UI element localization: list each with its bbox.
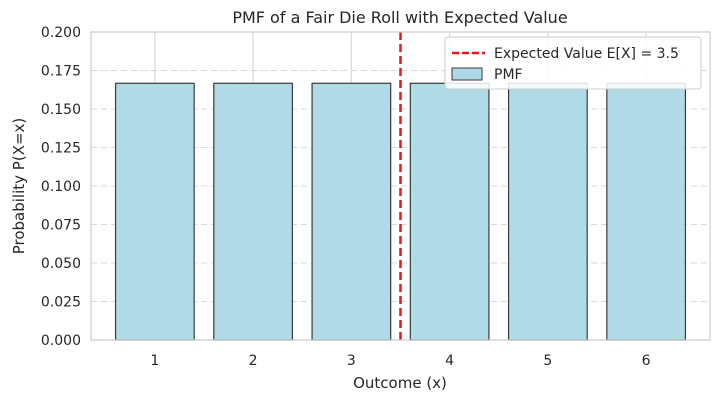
y-axis-label: Probability P(X=x) <box>10 118 28 255</box>
bars <box>114 82 687 341</box>
bar <box>114 82 195 341</box>
x-tick-label: 4 <box>445 353 454 369</box>
x-axis-label: Outcome (x) <box>353 374 447 392</box>
y-tick-label: 0.050 <box>41 256 81 272</box>
legend: Expected Value E[X] = 3.5 PMF <box>444 36 702 90</box>
x-tick-label: 5 <box>543 353 552 369</box>
legend-box <box>444 36 702 90</box>
bar <box>606 82 687 341</box>
bar <box>507 82 588 341</box>
y-tick-label: 0.125 <box>41 141 81 157</box>
chart-title: PMF of a Fair Die Roll with Expected Val… <box>232 8 567 27</box>
y-tick-label: 0.200 <box>41 25 81 41</box>
y-axis-ticks: 0.000 0.025 0.050 0.075 0.100 0.125 0.150 0.175… <box>41 25 81 349</box>
plot-frame <box>90 31 711 341</box>
legend-expected-value-label: Expected Value E[X] = 3.5 <box>494 46 679 62</box>
y-tick-label: 0.075 <box>41 218 81 234</box>
bar <box>409 82 490 341</box>
y-tick-label: 0.025 <box>41 295 81 311</box>
legend-pmf-swatch <box>451 67 483 81</box>
y-tick-label: 0.000 <box>41 333 81 349</box>
bar <box>311 82 392 341</box>
x-tick-label: 6 <box>642 353 651 369</box>
x-axis-ticks: 1 2 3 4 5 6 <box>150 353 650 369</box>
x-tick-label: 1 <box>150 353 159 369</box>
bar <box>213 82 294 341</box>
y-tick-label: 0.175 <box>41 64 81 80</box>
y-tick-label: 0.100 <box>41 179 81 195</box>
y-tick-label: 0.150 <box>41 102 81 118</box>
x-tick-label: 2 <box>249 353 258 369</box>
legend-pmf-label: PMF <box>494 67 523 83</box>
x-tick-label: 3 <box>347 353 356 369</box>
